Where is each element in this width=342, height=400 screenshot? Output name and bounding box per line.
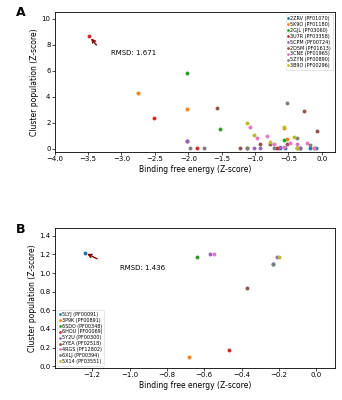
Point (281, 144, 287, 150)
Point (151, 114, 156, 121)
Point (275, 254, 280, 260)
Point (288, 140, 293, 146)
Point (244, 145, 250, 152)
Text: B: B (15, 223, 25, 236)
Point (298, 145, 303, 151)
X-axis label: Binding free energy (Z-score): Binding free energy (Z-score) (139, 164, 251, 174)
Point (307, 145, 313, 151)
Point (82, 249, 87, 256)
Point (184, 138, 190, 144)
Point (282, 145, 288, 151)
Point (87, 33, 92, 39)
Point (281, 137, 287, 143)
Point (264, 133, 270, 139)
Point (281, 125, 287, 131)
Point (201, 145, 206, 152)
Point (187, 354, 192, 360)
Point (194, 145, 200, 151)
Point (294, 145, 300, 152)
Text: A: A (15, 6, 25, 20)
Point (311, 145, 317, 151)
Point (281, 124, 287, 131)
Point (248, 124, 253, 131)
Point (271, 260, 276, 267)
Point (184, 137, 190, 144)
Point (314, 145, 319, 152)
Point (244, 145, 250, 152)
Point (301, 107, 306, 114)
Point (238, 145, 243, 151)
X-axis label: Binding free energy (Z-score): Binding free energy (Z-score) (139, 381, 251, 390)
Text: RMSD: 1.436: RMSD: 1.436 (120, 265, 165, 271)
Point (244, 120, 250, 126)
Point (298, 145, 303, 152)
Point (211, 251, 216, 258)
Point (187, 145, 193, 152)
Point (218, 126, 223, 132)
Point (294, 145, 300, 151)
Point (258, 145, 263, 151)
Point (254, 135, 260, 141)
Legend: 5LYJ (PF00091), 3P9K (PF00891), 6SDO (PF00348), 6HOU (PF00069), 5Y2U (PF00300), : 5LYJ (PF00091), 3P9K (PF00891), 6SDO (PF… (57, 310, 104, 366)
Point (271, 145, 276, 152)
Point (251, 132, 256, 138)
Point (284, 140, 290, 147)
Point (271, 260, 276, 267)
Point (278, 144, 283, 150)
Point (311, 145, 317, 152)
Point (276, 254, 282, 260)
Point (314, 128, 320, 134)
Point (251, 145, 256, 151)
Point (268, 140, 273, 147)
Point (214, 105, 220, 111)
Point (268, 139, 273, 145)
Point (184, 105, 190, 112)
Point (258, 141, 263, 148)
Point (226, 347, 231, 354)
Point (298, 145, 303, 152)
Y-axis label: Cluster population (Z-score): Cluster population (Z-score) (27, 244, 37, 352)
Point (294, 135, 300, 141)
Point (271, 141, 276, 148)
Point (291, 134, 297, 140)
Point (135, 90, 141, 96)
Point (274, 145, 280, 152)
Point (184, 70, 190, 76)
Legend: 2ZRV (PF01070), 5K9O (PF01180), 2GJL (PF03060), 3U7R (PF03358), 5CPM (PF00724), : 2ZRV (PF01070), 5K9O (PF01180), 2GJL (PF… (286, 14, 333, 70)
Y-axis label: Cluster population (Z-score): Cluster population (Z-score) (30, 28, 39, 136)
Point (294, 140, 300, 147)
Point (284, 100, 290, 106)
Text: RMSD: 1.671: RMSD: 1.671 (111, 50, 157, 56)
Point (278, 145, 283, 152)
Point (308, 142, 313, 148)
Point (304, 140, 310, 146)
Point (245, 285, 250, 291)
Point (284, 135, 290, 142)
Point (194, 254, 199, 260)
Point (207, 251, 213, 258)
